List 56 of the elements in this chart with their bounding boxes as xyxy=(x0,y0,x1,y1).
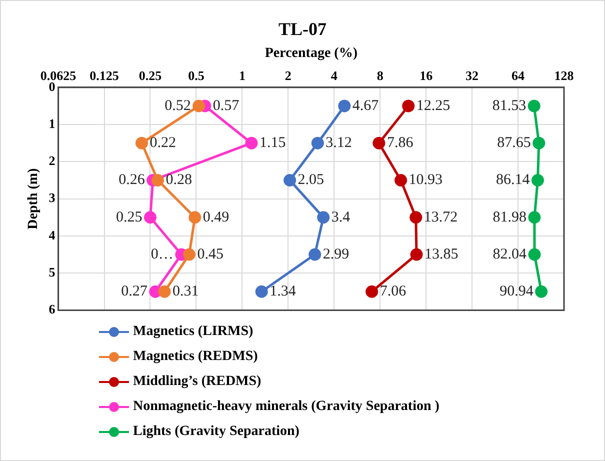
data-label: 0.22 xyxy=(150,135,176,152)
legend-label: Lights (Gravity Separation) xyxy=(133,424,300,440)
y-tick-label: 5 xyxy=(48,264,56,280)
data-label: 1.15 xyxy=(259,135,286,152)
data-label: 4.67 xyxy=(352,98,380,114)
data-label: 82.04 xyxy=(492,246,527,262)
data-label: 0.26 xyxy=(118,172,146,188)
x-tick-label: 0.5 xyxy=(188,68,205,83)
data-label: 3.4 xyxy=(331,209,351,226)
data-label: 0.57 xyxy=(212,98,240,114)
data-label: 7.86 xyxy=(386,135,414,152)
x-tick-label: 0.25 xyxy=(138,68,162,83)
data-label: 7.06 xyxy=(380,284,407,300)
data-label: 0.31 xyxy=(172,284,199,300)
x-tick-label: 2 xyxy=(284,68,292,83)
data-label: 13.72 xyxy=(424,209,458,226)
x-tick-label: 0.0625 xyxy=(40,68,77,83)
x-tick-label: 1 xyxy=(238,68,246,83)
y-tick-label: 1 xyxy=(48,116,56,131)
data-label: 90.94 xyxy=(500,284,534,300)
data-label: 87.65 xyxy=(497,135,531,152)
data-label: 86.14 xyxy=(496,172,530,188)
x-tick-label: 16 xyxy=(420,68,434,83)
data-label: 2.05 xyxy=(298,172,324,188)
y-tick-label: 4 xyxy=(48,227,56,242)
data-label: 0.49 xyxy=(202,209,230,226)
data-label: 81.98 xyxy=(492,209,526,226)
x-tick-label: 0.125 xyxy=(90,68,120,83)
data-label: 81.53 xyxy=(492,98,526,114)
data-label: 0.45 xyxy=(197,246,224,262)
legend-label: Middling’s (REDMS) xyxy=(133,374,262,390)
y-tick-label: 6 xyxy=(48,302,56,317)
x-tick-label: 32 xyxy=(466,68,479,83)
x-axis-title: Percentage (%) xyxy=(264,46,358,62)
y-axis-title: Depth (m) xyxy=(26,168,42,230)
data-label: 13.85 xyxy=(424,246,458,262)
data-label: 12.25 xyxy=(416,98,450,114)
data-label: 3.12 xyxy=(326,135,352,152)
data-label: 10.93 xyxy=(408,172,443,188)
y-tick-label: 3 xyxy=(48,190,56,206)
legend-label: Magnetics (LIRMS) xyxy=(133,324,254,340)
legend-label: Nonmagnetic-heavy minerals (Gravity Separation ) xyxy=(133,398,440,414)
x-tick-label: 8 xyxy=(376,68,384,83)
x-tick-label: 4 xyxy=(330,68,338,83)
legend-label: Magnetics (REDMS) xyxy=(133,348,258,364)
data-label: 0.25 xyxy=(116,209,142,226)
chart-title: TL-07 xyxy=(277,19,328,40)
data-label: 2.99 xyxy=(322,246,350,262)
data-label: 0.28 xyxy=(166,172,192,188)
data-label: 0.52 xyxy=(164,98,191,114)
x-tick-label: 64 xyxy=(512,68,526,83)
data-label: 1.34 xyxy=(270,284,296,300)
x-tick-label: 128 xyxy=(554,68,574,83)
y-tick-label: 2 xyxy=(48,153,56,168)
data-label: 0… xyxy=(150,246,174,262)
data-label: 0.27 xyxy=(121,284,148,300)
